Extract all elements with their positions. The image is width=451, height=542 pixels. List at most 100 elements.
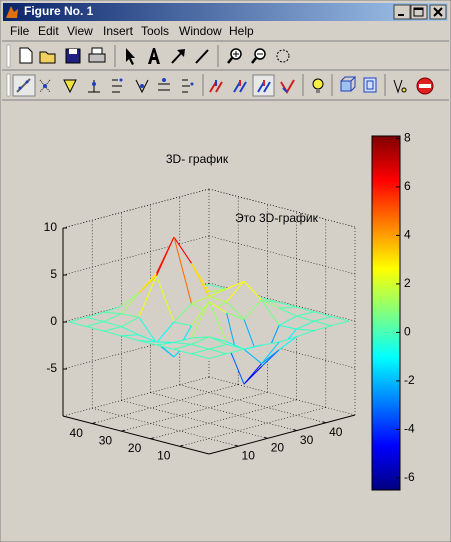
view-y-button[interactable] (233, 80, 247, 93)
mesh-edge (296, 330, 315, 338)
mesh-edge (243, 299, 262, 320)
grid-line (208, 329, 356, 369)
y-tick (92, 422, 96, 425)
toolbar (6, 44, 290, 68)
text-button[interactable] (148, 48, 160, 64)
save-button[interactable] (65, 48, 81, 64)
menu-item[interactable]: Tools (141, 24, 169, 38)
maximize-button[interactable] (410, 4, 428, 20)
mesh-edge (226, 280, 245, 290)
axis-layer: 10 20 30 40 10 20 30 40 -5 0 5 10 (44, 220, 356, 463)
x-tick (235, 444, 239, 447)
plot-tool-button[interactable] (182, 79, 194, 93)
stop-button[interactable] (416, 77, 434, 95)
mesh-edge (103, 311, 122, 315)
plot-tool-button[interactable] (135, 79, 149, 94)
mesh-edge (279, 306, 297, 309)
view-z-button[interactable] (252, 74, 275, 97)
mesh-face (121, 317, 157, 343)
menu-item[interactable]: View (67, 24, 93, 38)
mesh-edge (191, 336, 210, 339)
edit-plot-button[interactable] (12, 74, 36, 97)
mesh-edge (173, 237, 192, 304)
menu-item[interactable]: Edit (38, 24, 59, 38)
mesh-edge (261, 341, 280, 364)
zoom-in-button[interactable] (227, 48, 242, 64)
plot-tool-button[interactable] (158, 78, 170, 91)
mesh-face (244, 299, 280, 367)
open-button[interactable] (39, 51, 56, 64)
legend-button[interactable] (393, 79, 407, 94)
mesh-face (173, 237, 209, 304)
plot-tool-button[interactable] (88, 80, 100, 93)
new-button[interactable] (19, 47, 33, 64)
x-tick-label: 10 (242, 448, 256, 462)
mesh-edge (226, 301, 245, 320)
menu-item[interactable]: File (10, 24, 30, 38)
plot-tool-button[interactable] (63, 79, 77, 94)
mesh-edge (226, 348, 245, 355)
plot-tool-button[interactable] (112, 78, 123, 93)
box-button[interactable] (340, 76, 357, 92)
mesh-edge (261, 341, 280, 346)
arrow-button[interactable] (171, 49, 185, 64)
close-button[interactable] (429, 4, 447, 20)
mesh-face (279, 329, 315, 350)
mesh-edge (156, 341, 175, 346)
mesh-edge (191, 343, 210, 350)
mesh-edge (208, 348, 227, 355)
mesh-edge (86, 321, 105, 328)
mesh-edge (103, 326, 122, 332)
mesh-edge (121, 292, 140, 307)
colorbar-tick-label: -6 (404, 470, 415, 484)
mesh-edge (313, 315, 332, 322)
mesh-edge (191, 301, 210, 339)
mesh-edge (313, 311, 332, 317)
plot-tool-button[interactable] (39, 79, 51, 93)
minimize-button[interactable] (393, 4, 411, 20)
zoom-out-button[interactable] (251, 48, 266, 64)
mesh-edge (313, 325, 332, 332)
box-button[interactable] (363, 77, 377, 93)
mesh-edge (278, 324, 297, 330)
print-button[interactable] (88, 47, 106, 63)
select-button[interactable] (126, 48, 135, 65)
colorbar-tick-label: -2 (404, 373, 415, 387)
grid-line (208, 235, 356, 275)
grid-line (150, 399, 297, 440)
mesh-edge (138, 316, 157, 344)
mesh-edge (86, 326, 105, 332)
y-tick (121, 429, 125, 432)
mesh-edge (208, 288, 227, 298)
view-3d-button[interactable] (280, 79, 295, 94)
y-tick (179, 444, 183, 447)
mesh-edge (191, 353, 210, 359)
grid-line (62, 329, 210, 370)
mesh-face (103, 313, 139, 327)
mesh-edge (278, 336, 297, 351)
mesh-edge (173, 337, 192, 343)
menu-item[interactable]: Window (179, 24, 222, 38)
mesh-edge (278, 336, 297, 343)
mesh-edge (226, 343, 245, 350)
light-button[interactable] (312, 78, 324, 93)
mesh-edge (156, 321, 175, 344)
mesh-edge (121, 313, 140, 318)
mesh-edge (243, 344, 262, 350)
title-bar (3, 3, 448, 21)
mesh-edge (121, 326, 140, 336)
line-button[interactable] (195, 49, 209, 64)
view-x-button[interactable] (209, 80, 223, 93)
mesh-face (173, 336, 209, 345)
mesh-edge (191, 301, 210, 326)
rotate-button[interactable] (276, 49, 290, 63)
menu-item[interactable]: Insert (103, 24, 134, 38)
mesh-face (138, 275, 174, 343)
mesh-edge (156, 344, 175, 350)
mesh-edge (173, 303, 192, 323)
grid-line (121, 391, 268, 432)
menu-item[interactable]: Help (229, 24, 254, 38)
y-axis (62, 415, 210, 455)
mesh-edge (208, 336, 227, 345)
mesh-edge (191, 336, 210, 345)
